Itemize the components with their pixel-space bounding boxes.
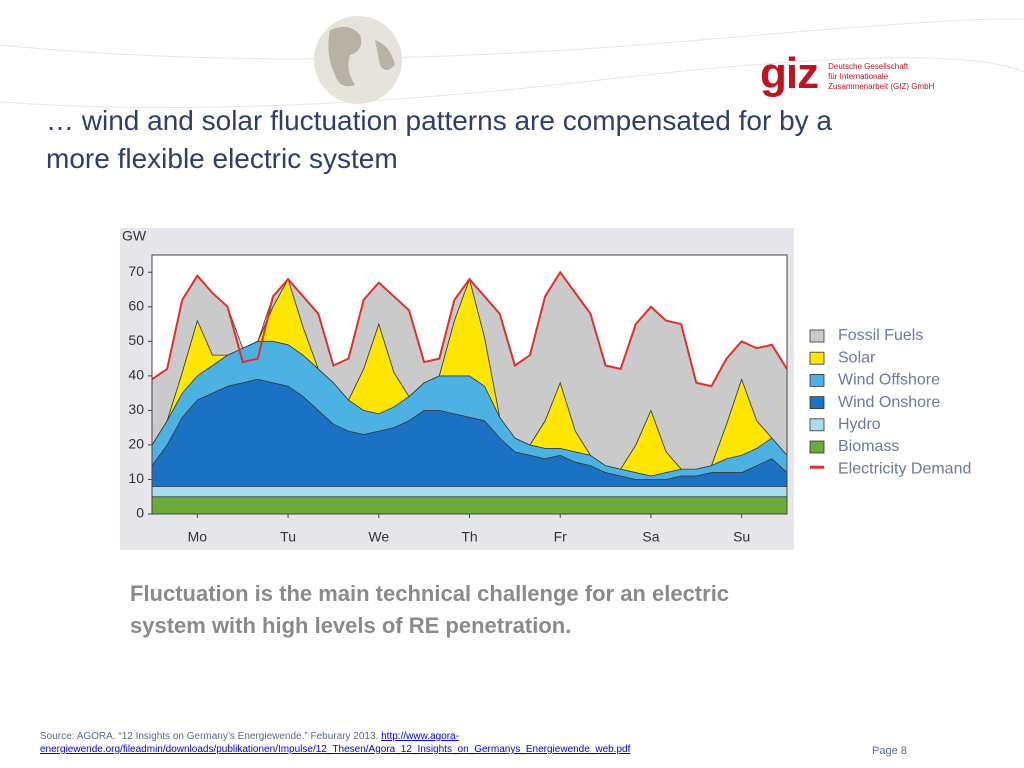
demand-line — [152, 270, 787, 388]
legend-swatch — [809, 351, 825, 365]
x-tick-label: Su — [733, 529, 750, 545]
logo-line: Zusammenarbeit (GIZ) GmbH — [828, 82, 935, 91]
x-tick-label: Tu — [280, 529, 296, 545]
y-tick-label: 40 — [128, 367, 144, 383]
y-tick-label: 20 — [128, 436, 144, 452]
legend-swatch — [809, 396, 825, 410]
legend-label: Wind Onshore — [838, 394, 940, 411]
area — [152, 485, 787, 498]
x-tick-label: Th — [461, 529, 477, 545]
x-tick-label: We — [368, 529, 389, 545]
area — [152, 496, 787, 514]
x-tick-label: Sa — [642, 529, 659, 545]
deco-line — [0, 57, 1024, 109]
y-axis-label: GW — [122, 228, 147, 244]
logo-text: Deutsche Gesellschaft für Internationale… — [828, 62, 934, 92]
logo: giz Deutsche Gesellschaft für Internatio… — [760, 52, 934, 96]
y-tick-label: 0 — [136, 505, 144, 521]
y-tick-label: 70 — [128, 263, 144, 279]
legend-label: Fossil Fuels — [838, 327, 923, 344]
y-tick-label: 10 — [128, 470, 144, 486]
logo-line: für Internationale — [828, 72, 889, 81]
legend-swatch — [809, 440, 825, 454]
logo-mark: giz — [760, 49, 819, 98]
globe-land — [328, 26, 395, 87]
y-tick-label: 60 — [128, 298, 144, 314]
legend-label: Electricity Demand — [838, 460, 971, 477]
source-text: Source: AGORA. “12 Insights on Germany’s… — [40, 731, 379, 742]
deco-line — [0, 18, 1024, 60]
legend-swatch — [809, 373, 825, 387]
legend-label: Wind Offshore — [838, 372, 940, 389]
page-number: Page 8 — [872, 745, 907, 757]
legend-label: Biomass — [838, 438, 899, 455]
y-tick-label: 50 — [128, 332, 144, 348]
legend-swatch — [809, 418, 825, 432]
y-tick-label: 30 — [128, 401, 144, 417]
legend-swatch — [809, 329, 825, 343]
source-link[interactable]: http://www.agora-energiewende.org/filead… — [40, 731, 631, 755]
caption: Fluctuation is the main technical challe… — [130, 581, 730, 638]
legend-label: Solar — [838, 349, 876, 366]
logo-line: Deutsche Gesellschaft — [828, 62, 909, 71]
legend-label: Hydro — [838, 416, 881, 433]
source: Source: AGORA. “12 Insights on Germany’s… — [40, 730, 800, 756]
slide-title: … wind and solar fluctuation patterns ar… — [46, 105, 832, 174]
x-tick-label: Mo — [188, 529, 208, 545]
x-tick-label: Fr — [554, 529, 568, 545]
